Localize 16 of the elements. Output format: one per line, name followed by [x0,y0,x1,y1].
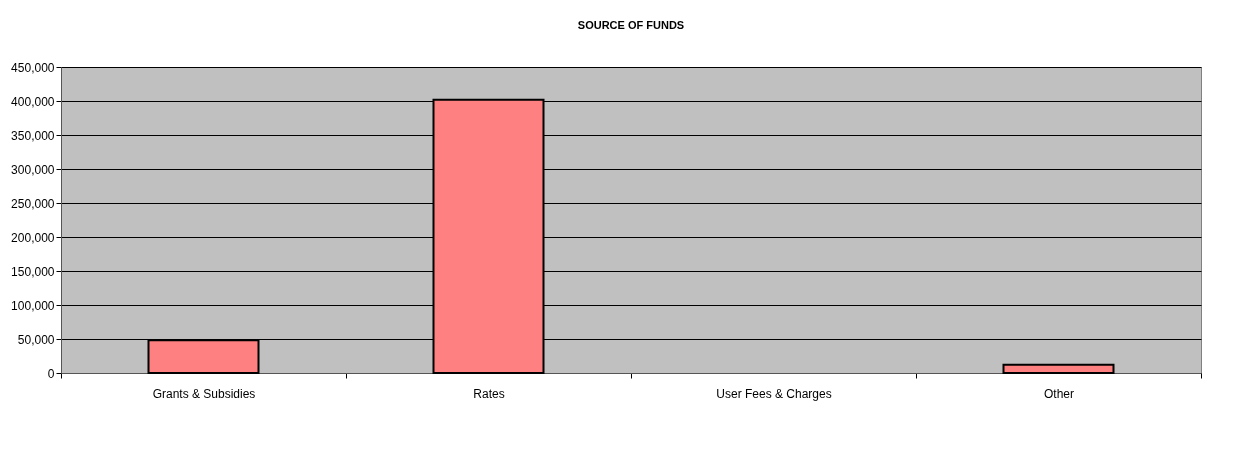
chart-title: SOURCE OF FUNDS [577,19,685,31]
x-tick-label: Other [1043,386,1075,401]
y-tick-label: 100,000 [11,298,55,313]
bar [1002,363,1115,374]
y-tick-label: 250,000 [11,196,55,211]
y-tick-label: 50,000 [17,332,55,347]
y-tick-label: 200,000 [11,230,55,245]
x-tick-label: Rates [473,386,505,401]
y-tick-label: 0 [47,366,55,381]
y-tick-label: 450,000 [11,60,55,75]
x-tick-label: Grants & Subsidies [152,386,256,401]
y-tick-label: 400,000 [11,94,55,109]
x-tick-label: User Fees & Charges [716,386,832,401]
y-tick-label: 300,000 [11,162,55,177]
y-tick-label: 150,000 [11,264,55,279]
y-tick-label: 350,000 [11,128,55,143]
